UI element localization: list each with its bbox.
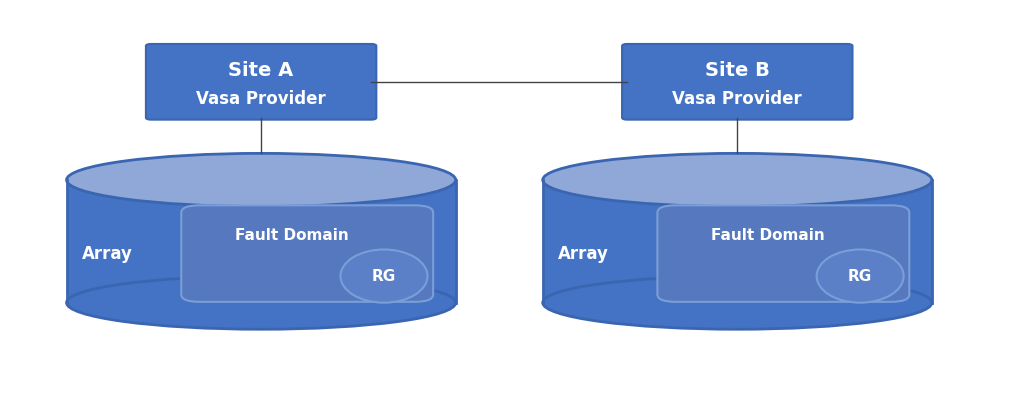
Text: Vasa Provider: Vasa Provider [197, 90, 326, 108]
FancyBboxPatch shape [657, 205, 909, 302]
Ellipse shape [67, 153, 456, 207]
Ellipse shape [543, 276, 932, 329]
Ellipse shape [67, 276, 456, 329]
Text: Vasa Provider: Vasa Provider [673, 90, 802, 108]
Polygon shape [67, 180, 456, 303]
Polygon shape [543, 180, 932, 303]
Text: Array: Array [82, 245, 133, 263]
Ellipse shape [817, 249, 903, 303]
FancyBboxPatch shape [146, 44, 377, 119]
Text: RG: RG [372, 269, 396, 283]
Text: Fault Domain: Fault Domain [234, 228, 349, 243]
Text: Array: Array [558, 245, 609, 263]
Text: Site A: Site A [228, 61, 294, 80]
Text: RG: RG [848, 269, 872, 283]
FancyBboxPatch shape [181, 205, 433, 302]
FancyBboxPatch shape [622, 44, 852, 119]
Text: Site B: Site B [705, 61, 770, 80]
Ellipse shape [340, 249, 428, 303]
Ellipse shape [543, 153, 932, 207]
Text: Fault Domain: Fault Domain [711, 228, 825, 243]
